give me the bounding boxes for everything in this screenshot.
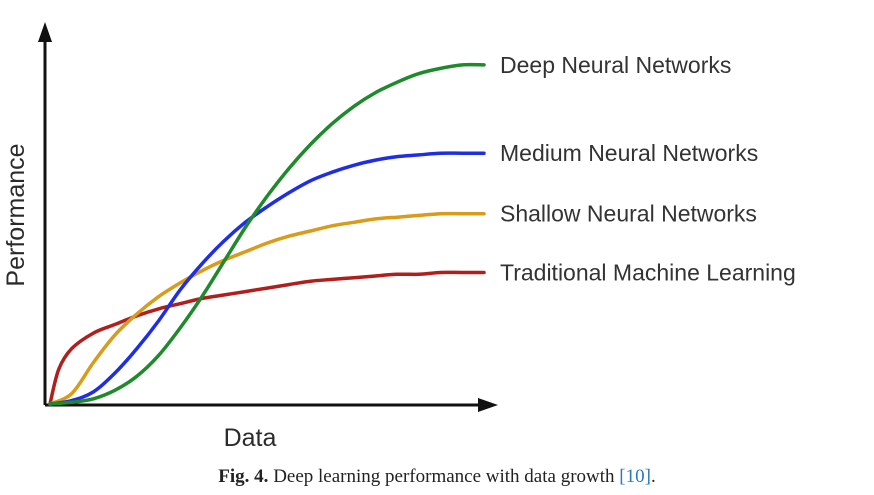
caption-text: Deep learning performance with data grow…: [273, 466, 615, 487]
caption-period: .: [650, 466, 656, 487]
series-line-deep-neural-networks: [48, 62, 486, 406]
series-line-medium-neural-networks: [48, 151, 486, 406]
series-line-traditional-machine-learning: [48, 270, 486, 406]
series-label-medium-neural-networks: Medium Neural Networks: [500, 140, 758, 166]
series-line-shallow-neural-networks: [48, 211, 486, 406]
axes: [38, 22, 498, 412]
x-axis-arrow-icon: [478, 398, 498, 412]
y-axis-arrow-icon: [38, 22, 52, 42]
figure-number: Fig. 4.: [218, 466, 269, 487]
series-label-shallow-neural-networks: Shallow Neural Networks: [500, 201, 757, 227]
figure-caption: Fig. 4. Deep learning performance with d…: [0, 466, 874, 488]
series-label-deep-neural-networks: Deep Neural Networks: [500, 52, 731, 78]
series-labels: Deep Neural Networks Medium Neural Networ…: [500, 52, 796, 286]
y-axis-label: Performance: [2, 143, 30, 286]
x-axis-label: Data: [224, 424, 277, 452]
series-lines: [48, 62, 486, 406]
chart: Deep Neural Networks Medium Neural Networ…: [2, 22, 796, 452]
citation-link[interactable]: [10]: [619, 466, 651, 487]
series-label-traditional-machine-learning: Traditional Machine Learning: [500, 260, 796, 286]
